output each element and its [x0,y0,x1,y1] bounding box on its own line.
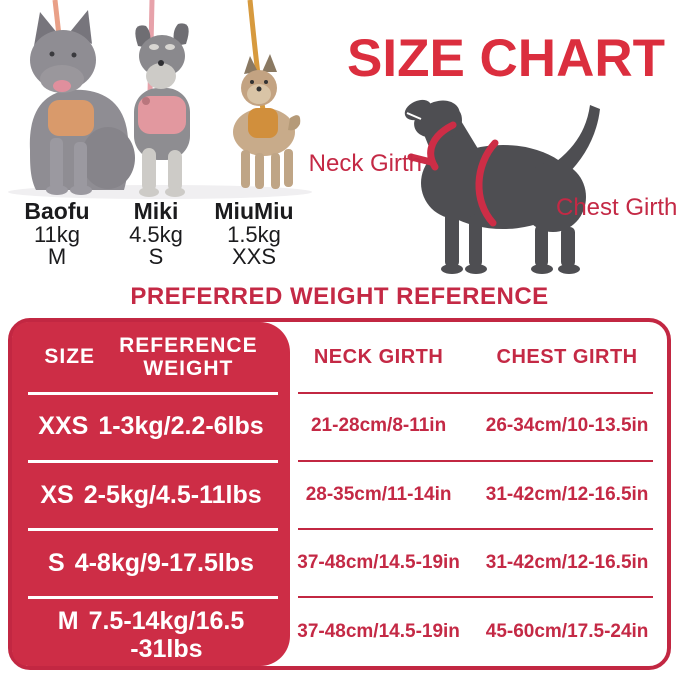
dog-caption: Baofu 11kg M [8,199,106,268]
table-row: S 4-8kg/9-17.5lbs [12,529,290,598]
size-table: SIZE REFERENCE WEIGHT XXS 1-3kg/2.2-6lbs… [8,318,671,670]
table-left-panel: SIZE REFERENCE WEIGHT XXS 1-3kg/2.2-6lbs… [12,322,290,666]
divider [298,528,653,530]
dog-weight: 1.5kg [227,222,281,247]
weight-value: 4-8kg/9-17.5lbs [74,549,254,578]
table-row: 37-48cm/14.5-19in 45-60cm/17.5-24in [290,598,667,667]
dog-silhouette [404,99,600,274]
size-value: XXS [38,412,89,441]
dog-size: XXS [231,244,277,269]
dog-caption: MiuMiu 1.5kg XXS [204,199,304,268]
chest-girth-band [475,139,499,227]
divider [28,460,278,463]
chest-girth-label: Chest Girth [556,194,678,221]
divider [298,460,653,462]
dog-size: M [47,244,67,269]
table-row: XXS 1-3kg/2.2-6lbs [12,392,290,461]
dog-measurement-diagram [404,99,600,274]
page-title: SIZE CHART [347,29,665,88]
table-header-right: NECK GIRTH CHEST GIRTH [290,322,667,392]
dog-size: S [148,244,164,269]
bulldog-illustration [29,10,135,195]
section-heading: PREFERRED WEIGHT REFERENCE [130,283,549,310]
dog-weight: 4.5kg [129,222,183,247]
table-right-panel: NECK GIRTH CHEST GIRTH 21-28cm/8-11in 26… [290,322,667,666]
header-chest-girth: CHEST GIRTH [496,345,638,368]
neck-girth-label: Neck Girth [308,150,422,177]
dog-name: MiuMiu [214,198,294,224]
size-value: M [57,607,79,636]
divider [28,392,278,395]
table-row: M 7.5-14kg/16.5 -31lbs [12,598,290,667]
weight-value: 2-5kg/4.5-11lbs [83,480,262,509]
table-header-left: SIZE REFERENCE WEIGHT [12,322,290,392]
neck-girth-value: 28-35cm/11-14in [305,483,452,505]
chest-girth-value: 45-60cm/17.5-24in [485,620,649,642]
yorkie-illustration [233,54,301,189]
dog-captions: Baofu 11kg M Miki 4.5kg S MiuMiu 1.5kg X… [0,199,330,269]
header-size: SIZE [44,345,96,368]
divider [28,528,278,531]
divider [298,596,653,598]
dog-weight: 11kg [33,222,81,247]
chest-girth-value: 31-42cm/12-16.5in [485,552,649,574]
neck-girth-value: 21-28cm/8-11in [310,415,447,437]
neck-girth-leader [407,153,435,166]
neck-girth-value: 37-48cm/14.5-19in [297,620,460,642]
dogs-photo [8,0,312,199]
neck-girth-value: 37-48cm/14.5-19in [297,552,460,574]
header-reference-weight: REFERENCE WEIGHT [119,334,258,380]
chest-girth-value: 26-34cm/10-13.5in [485,415,649,437]
divider [298,392,653,394]
table-row: 21-28cm/8-11in 26-34cm/10-13.5in [290,392,667,461]
schnauzer-illustration [134,23,190,197]
dog-name: Miki [133,198,179,224]
table-row: 28-35cm/11-14in 31-42cm/12-16.5in [290,461,667,530]
dog-name: Baofu [24,198,90,224]
size-value: S [48,549,65,578]
weight-value: 1-3kg/2.2-6lbs [98,412,264,441]
dog-caption: Miki 4.5kg S [108,199,204,268]
weight-value: 7.5-14kg/16.5 -31lbs [88,607,245,664]
chest-girth-value: 31-42cm/12-16.5in [485,483,649,505]
mouth-line [406,112,422,120]
table-row: 37-48cm/14.5-19in 31-42cm/12-16.5in [290,529,667,598]
divider [28,596,278,599]
size-value: XS [40,480,74,509]
table-row: XS 2-5kg/4.5-11lbs [12,461,290,530]
header-neck-girth: NECK GIRTH [313,345,444,368]
